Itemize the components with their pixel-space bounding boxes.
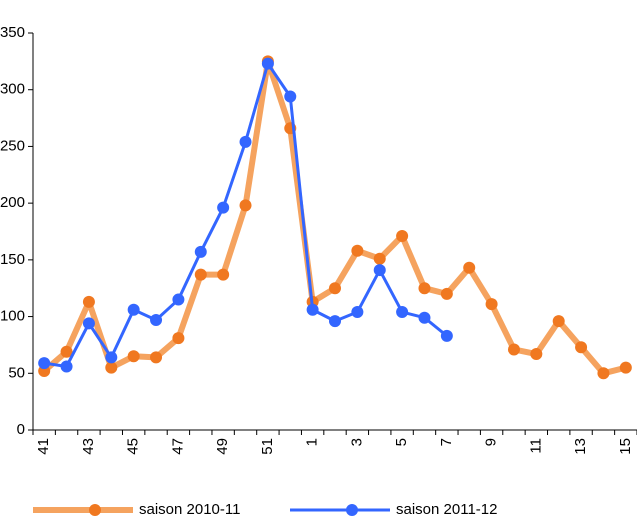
point	[194, 245, 207, 258]
y-tick-label: 50	[8, 364, 25, 381]
legend-label: saison 2010-11	[139, 501, 240, 518]
point	[485, 298, 498, 311]
point	[127, 303, 140, 316]
x-tick-label: 1	[304, 438, 321, 446]
point	[127, 350, 140, 363]
point	[575, 341, 588, 354]
point	[396, 306, 409, 319]
point	[329, 282, 341, 295]
point	[82, 317, 95, 330]
point	[105, 361, 118, 374]
legend-marker	[89, 504, 101, 516]
point	[150, 313, 163, 326]
y-tick-label: 350	[0, 24, 25, 41]
x-tick-label: 9	[483, 438, 500, 446]
point	[418, 311, 431, 324]
point	[261, 57, 274, 70]
point	[507, 343, 520, 356]
point	[194, 268, 207, 281]
point	[373, 264, 386, 277]
point	[463, 261, 476, 274]
point	[597, 367, 610, 380]
point	[440, 329, 453, 342]
y-tick-label: 150	[0, 251, 25, 268]
point	[351, 306, 364, 319]
point	[306, 303, 319, 316]
x-tick-label: 51	[259, 438, 276, 455]
point	[619, 361, 632, 374]
x-tick-label: 49	[214, 438, 231, 455]
point	[351, 244, 364, 257]
x-tick-label: 3	[348, 438, 365, 446]
x-tick-label: 7	[438, 438, 455, 446]
x-tick-label: 5	[393, 438, 410, 446]
x-tick-label: 41	[35, 438, 52, 455]
point	[105, 351, 118, 364]
x-tick-label: 15	[617, 438, 634, 455]
x-tick-label: 11	[527, 438, 544, 454]
point	[217, 268, 230, 281]
x-tick-label: 13	[572, 438, 589, 455]
point	[172, 293, 185, 306]
y-tick-label: 250	[0, 137, 25, 154]
x-tick-label: 43	[80, 438, 97, 455]
y-tick-label: 200	[0, 194, 25, 211]
point	[60, 345, 73, 358]
point	[239, 199, 252, 212]
point	[239, 135, 252, 148]
point	[329, 315, 341, 328]
point	[284, 90, 297, 103]
x-tick-label: 47	[169, 438, 186, 455]
legend-marker	[346, 504, 358, 516]
point	[396, 230, 409, 243]
x-tick-label: 45	[125, 438, 142, 455]
point	[82, 295, 95, 308]
point	[418, 282, 431, 295]
y-tick-label: 0	[17, 421, 25, 438]
point	[60, 360, 73, 373]
point	[38, 357, 51, 370]
point	[217, 201, 230, 214]
point	[552, 315, 565, 328]
point	[440, 287, 453, 300]
legend-label: saison 2011-12	[396, 501, 497, 518]
y-tick-label: 300	[0, 81, 25, 98]
y-tick-label: 100	[0, 308, 25, 325]
point	[373, 252, 386, 265]
point	[530, 348, 543, 361]
point	[150, 351, 163, 364]
point	[172, 332, 185, 345]
